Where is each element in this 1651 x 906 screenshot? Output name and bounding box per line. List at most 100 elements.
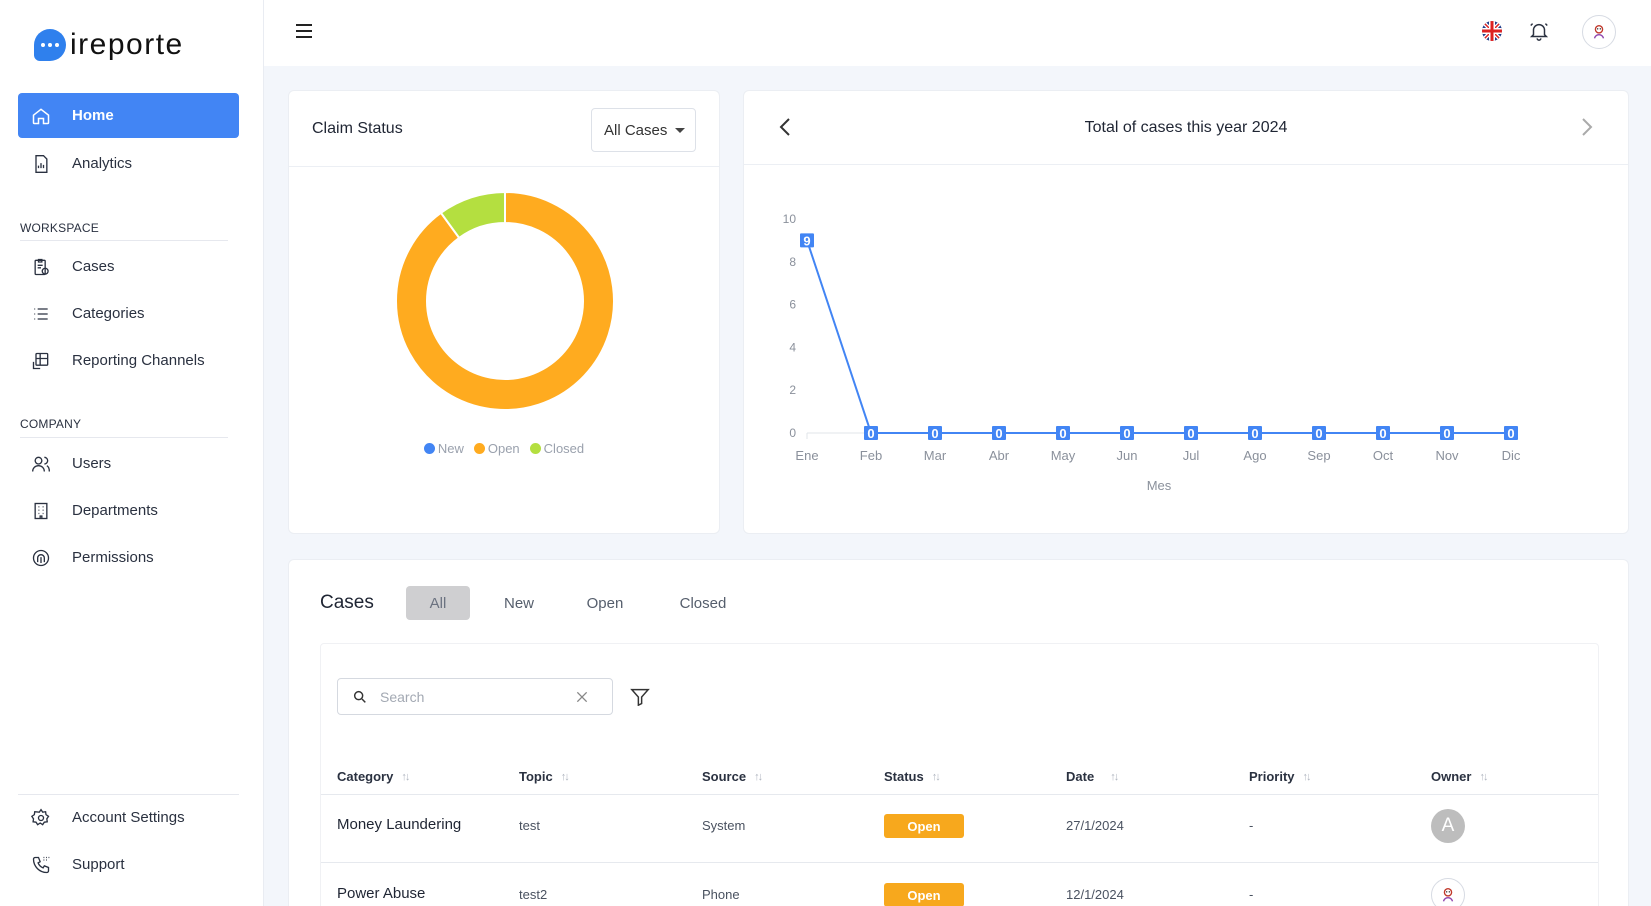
yearly-cases-card: Total of cases this year 2024 0 2 4 6 8 10 9 En… xyxy=(743,90,1629,534)
data-label: 0 xyxy=(1379,426,1386,441)
sidebar-item-categories[interactable]: Categories xyxy=(18,291,239,336)
x-tick-label: Dic xyxy=(1502,448,1521,463)
chevron-right-icon[interactable] xyxy=(1574,115,1598,139)
data-point-marker xyxy=(928,426,942,440)
x-tick-label: Oct xyxy=(1373,448,1394,463)
sidebar-item-label: Users xyxy=(72,455,112,472)
sidebar-item-analytics[interactable]: Analytics xyxy=(18,141,239,186)
divider xyxy=(18,794,239,795)
data-point[interactable]: 0 xyxy=(1376,426,1390,441)
logo[interactable]: ireporte xyxy=(34,28,184,62)
x-tick-label: Sep xyxy=(1307,448,1330,463)
column-header-date[interactable]: Date ↑↓ xyxy=(1066,769,1119,784)
data-point[interactable]: 0 xyxy=(928,426,942,441)
tab-new[interactable]: New xyxy=(503,594,534,612)
x-tick-label: Nov xyxy=(1435,448,1459,463)
avatar[interactable] xyxy=(1431,878,1465,906)
donut-slice-closed[interactable] xyxy=(439,190,506,240)
cell-category[interactable]: Power Abuse xyxy=(337,885,426,902)
card-title: Claim Status xyxy=(312,120,403,137)
sort-icon: ↑↓ xyxy=(1479,770,1488,783)
data-point[interactable]: 0 xyxy=(1440,426,1454,441)
column-header-source[interactable]: Source ↑↓ xyxy=(702,769,763,784)
filter-icon[interactable] xyxy=(630,688,650,706)
column-header-owner[interactable]: Owner ↑↓ xyxy=(1431,769,1488,784)
sidebar-item-departments[interactable]: Departments xyxy=(18,488,239,533)
cell-date: 12/1/2024 xyxy=(1066,887,1124,902)
cell-topic: test xyxy=(519,818,540,833)
column-header-category[interactable]: Category ↑↓ xyxy=(337,769,410,784)
sidebar-item-reporting-channels[interactable]: Reporting Channels xyxy=(18,338,239,383)
sidebar: ireporte Home Analytics WORKSPACE Cases … xyxy=(0,0,264,906)
sort-icon: ↑↓ xyxy=(1110,770,1119,783)
data-label: 0 xyxy=(1123,426,1130,441)
data-point[interactable]: 0 xyxy=(992,426,1006,441)
sidebar-item-support[interactable]: Support xyxy=(18,842,239,887)
sidebar-item-users[interactable]: Users xyxy=(18,441,239,486)
close-icon[interactable] xyxy=(574,689,590,705)
legend-dot xyxy=(473,443,485,454)
uk-flag-icon[interactable] xyxy=(1482,21,1502,41)
chevron-left-icon[interactable] xyxy=(774,115,798,139)
sidebar-item-label: Analytics xyxy=(72,155,133,172)
sidebar-item-label: Permissions xyxy=(72,549,154,566)
column-header-topic[interactable]: Topic ↑↓ xyxy=(519,769,570,784)
status-badge: Open xyxy=(884,883,964,906)
x-tick-label: Jun xyxy=(1117,448,1138,463)
tab-open[interactable]: Open xyxy=(586,594,624,612)
column-header-status[interactable]: Status ↑↓ xyxy=(884,769,941,784)
data-point[interactable]: 0 xyxy=(1312,426,1326,441)
series-line xyxy=(806,240,1511,434)
legend-item-closed[interactable]: Closed xyxy=(529,441,585,456)
data-point[interactable]: 9 xyxy=(800,233,814,248)
legend-label: Closed xyxy=(543,441,585,456)
y-tick-label: 10 xyxy=(783,212,797,226)
case-filter-select[interactable]: All Cases xyxy=(591,108,696,152)
tab-all[interactable]: All xyxy=(406,586,470,620)
data-point[interactable]: 0 xyxy=(1504,426,1518,441)
x-tick-label: Ene xyxy=(795,448,818,463)
sort-icon: ↑↓ xyxy=(401,770,410,783)
users-icon xyxy=(30,453,52,475)
y-tick-label: 8 xyxy=(789,255,796,269)
data-point-marker xyxy=(800,233,814,248)
search-input[interactable] xyxy=(380,688,570,705)
legend-item-open[interactable]: Open xyxy=(473,441,520,456)
data-label: 0 xyxy=(1251,426,1258,441)
sort-icon: ↑↓ xyxy=(1302,770,1312,783)
donut-slice-open[interactable] xyxy=(395,190,615,411)
channels-icon xyxy=(30,350,52,372)
data-point[interactable]: 0 xyxy=(1056,426,1070,441)
building-icon xyxy=(30,500,52,522)
tab-closed[interactable]: Closed xyxy=(679,594,727,612)
sort-icon: ↑↓ xyxy=(560,770,570,783)
data-point-marker xyxy=(1312,426,1326,440)
donut-chart xyxy=(395,190,615,411)
sidebar-item-cases[interactable]: Cases xyxy=(18,244,239,289)
legend-item-new[interactable]: New xyxy=(423,441,464,456)
x-tick-label: Feb xyxy=(860,448,882,463)
data-point[interactable]: 0 xyxy=(1120,426,1134,441)
y-tick-label: 4 xyxy=(789,340,796,354)
data-label: 0 xyxy=(995,426,1002,441)
status-badge: Open xyxy=(884,814,964,838)
sort-icon: ↑↓ xyxy=(931,770,941,783)
column-label: Date xyxy=(1066,769,1095,784)
sidebar-item-account-settings[interactable]: Account Settings xyxy=(18,795,239,840)
avatar[interactable]: A xyxy=(1431,809,1465,843)
sidebar-item-home[interactable]: Home xyxy=(18,93,239,138)
avatar[interactable] xyxy=(1582,15,1616,49)
avatar-image-icon xyxy=(1593,25,1605,39)
data-point[interactable]: 0 xyxy=(1248,426,1262,441)
column-header-priority[interactable]: Priority ↑↓ xyxy=(1249,769,1312,784)
sidebar-item-permissions[interactable]: Permissions xyxy=(18,535,239,580)
data-point[interactable]: 0 xyxy=(864,426,878,441)
data-label: 0 xyxy=(1187,426,1194,441)
cell-source: Phone xyxy=(702,887,740,902)
bell-icon[interactable] xyxy=(1528,20,1552,44)
data-point-marker xyxy=(1376,426,1390,440)
card-title: Total of cases this year 2024 xyxy=(1084,119,1288,136)
cell-category[interactable]: Money Laundering xyxy=(337,816,462,833)
menu-icon[interactable] xyxy=(296,24,312,38)
data-point[interactable]: 0 xyxy=(1184,426,1198,441)
